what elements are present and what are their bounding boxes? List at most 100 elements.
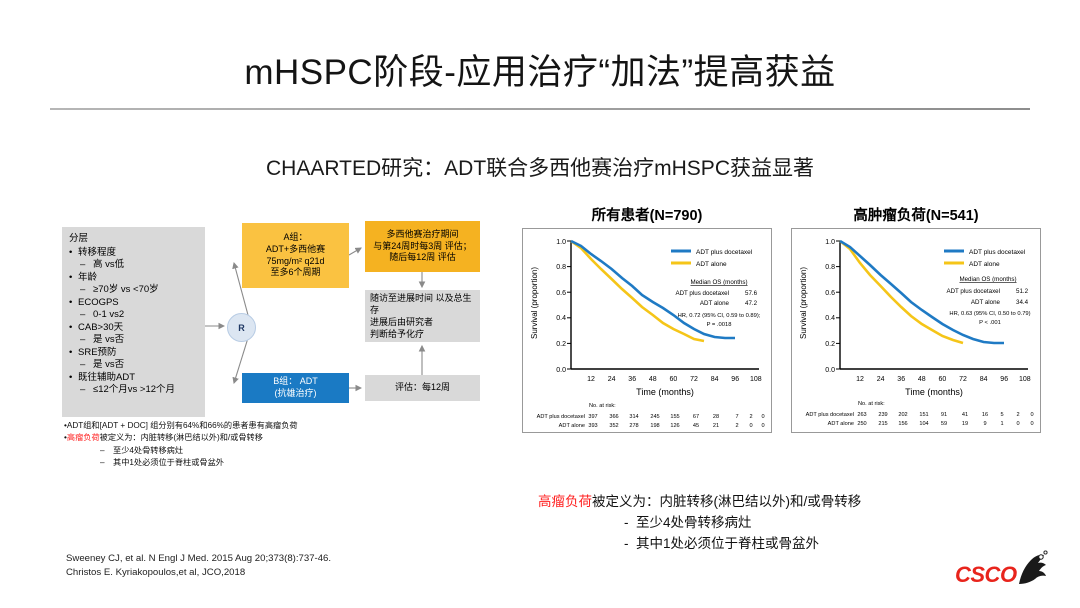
svg-text:0.0: 0.0 xyxy=(556,367,566,374)
definition-line-2: - 至少4处骨转移病灶 xyxy=(624,514,752,530)
svg-text:0.6: 0.6 xyxy=(556,290,566,297)
chart-2-ylabel: Survival (proportion) xyxy=(799,267,808,339)
svg-text:ADT alone: ADT alone xyxy=(700,300,730,307)
svg-text:84: 84 xyxy=(980,376,988,383)
svg-text:2: 2 xyxy=(749,414,752,420)
svg-text:215: 215 xyxy=(878,421,887,427)
svg-text:ADT plus docetaxel: ADT plus docetaxel xyxy=(946,288,1000,295)
svg-text:7: 7 xyxy=(735,414,738,420)
evaluation-box: 评估：每12周 xyxy=(365,375,480,401)
svg-text:155: 155 xyxy=(670,414,679,420)
list-item: – ≤12个月vs >12个月 xyxy=(80,384,176,396)
chart-1-legend-1: ADT alone xyxy=(696,261,727,268)
svg-text:0: 0 xyxy=(761,423,764,429)
page-subtitle: CHAARTED研究：ADT联合多西他赛治疗mHSPC获益显著 xyxy=(266,157,814,180)
definition-line-1: 高瘤负荷被定义为：内脏转移(淋巴结以外)和/或骨转移 xyxy=(538,494,862,509)
stratification-box: 分层 • 转移程度 – 高 vs低 • 年龄 – ≥70岁 vs <70岁 • ECOGP… xyxy=(62,227,205,417)
chart-2-xlabel: Time (months) xyxy=(905,387,963,397)
chart-1-title: 所有患者(N=790) xyxy=(591,208,703,224)
svg-text:47.2: 47.2 xyxy=(745,300,758,307)
list-item: • 既往辅助ADT xyxy=(69,371,136,383)
svg-text:397: 397 xyxy=(588,414,597,420)
chart-2-pvalue: P < .001 xyxy=(979,320,1001,326)
svg-text:1: 1 xyxy=(1000,421,1003,427)
svg-text:96: 96 xyxy=(1000,376,1008,383)
svg-text:72: 72 xyxy=(959,376,967,383)
svg-text:366: 366 xyxy=(609,414,618,420)
chart-1-xlabel: Time (months) xyxy=(636,387,694,397)
svg-text:0.2: 0.2 xyxy=(556,341,566,348)
svg-text:ADT plus docetaxel: ADT plus docetaxel xyxy=(537,414,585,420)
svg-text:12: 12 xyxy=(856,376,864,383)
chart-2-legend-1: ADT alone xyxy=(969,261,1000,268)
svg-text:ADT alone: ADT alone xyxy=(559,423,585,429)
svg-text:24: 24 xyxy=(608,376,616,383)
chart-2-plot: 1.0 0.8 0.6 0.4 0.2 0.0 Survival (propor… xyxy=(799,239,1034,427)
high-volume-definition: 高瘤负荷被定义为：内脏转移(淋巴结以外)和/或骨转移 - 至少4处骨转移病灶 -其… xyxy=(538,492,968,555)
svg-text:0.4: 0.4 xyxy=(825,315,835,322)
svg-text:108: 108 xyxy=(1019,376,1031,383)
svg-text:104: 104 xyxy=(919,421,928,427)
svg-text:108: 108 xyxy=(750,376,762,383)
svg-text:156: 156 xyxy=(898,421,907,427)
reference-line-1: Sweeney CJ, et al. N Engl J Med. 2015 Au… xyxy=(66,553,332,564)
chart-1-stats-header: Median OS (months) xyxy=(690,279,747,286)
svg-text:352: 352 xyxy=(609,423,618,429)
svg-text:1.0: 1.0 xyxy=(556,239,566,246)
svg-text:96: 96 xyxy=(731,376,739,383)
svg-text:0: 0 xyxy=(1016,421,1019,427)
svg-text:2: 2 xyxy=(735,423,738,429)
svg-text:51.2: 51.2 xyxy=(1016,288,1029,295)
km-curve-all-patients: 1.0 0.8 0.6 0.4 0.2 0.0 Survival (propor… xyxy=(522,228,772,433)
csco-logo-text: CSCO xyxy=(955,562,1017,587)
svg-text:19: 19 xyxy=(962,421,968,427)
chart-1-risk-label: No. at risk: xyxy=(589,403,616,409)
chart-1-ylabel: Survival (proportion) xyxy=(530,267,539,339)
svg-text:0.2: 0.2 xyxy=(825,341,835,348)
high-volume-term: 高瘤负荷 xyxy=(66,433,100,443)
svg-text:ADT plus docetaxel: ADT plus docetaxel xyxy=(675,290,729,297)
chart-2-title: 高肿瘤负荷(N=541) xyxy=(853,208,979,224)
svg-text:0: 0 xyxy=(1030,421,1033,427)
randomization-node: R xyxy=(227,313,256,342)
arm-b-box: B组： ADT (抗雄治疗) xyxy=(242,373,349,403)
svg-text:0: 0 xyxy=(749,423,752,429)
csco-logo: CSCO xyxy=(955,548,1050,590)
svg-text:9: 9 xyxy=(983,421,986,427)
svg-text:126: 126 xyxy=(670,423,679,429)
page-title: mHSPC阶段-应用治疗“加法”提高获益 xyxy=(244,53,836,92)
svg-text:34.4: 34.4 xyxy=(1016,299,1029,306)
svg-text:12: 12 xyxy=(587,376,595,383)
csco-emblem-icon xyxy=(1019,550,1048,584)
svg-text:48: 48 xyxy=(918,376,926,383)
footnote-line-4: – 其中1处必须位于脊柱或骨盆外 xyxy=(100,457,224,467)
svg-text:ADT alone: ADT alone xyxy=(971,299,1001,306)
list-item: • ECOGPS xyxy=(69,296,119,308)
svg-text:36: 36 xyxy=(897,376,905,383)
chart-1-pvalue: P = .0018 xyxy=(707,322,732,328)
svg-text:250: 250 xyxy=(857,421,866,427)
svg-text:60: 60 xyxy=(670,376,678,383)
svg-text:ADT plus docetaxel: ADT plus docetaxel xyxy=(806,412,854,418)
chart-2-stats-header: Median OS (months) xyxy=(959,276,1016,283)
svg-text:0.0: 0.0 xyxy=(825,367,835,374)
svg-text:245: 245 xyxy=(650,414,659,420)
list-item: – ≥70岁 vs <70岁 xyxy=(80,284,159,296)
list-item: – 高 vs低 xyxy=(80,259,125,271)
svg-text:91: 91 xyxy=(941,412,947,418)
svg-text:5: 5 xyxy=(1000,412,1003,418)
svg-text:0.8: 0.8 xyxy=(556,264,566,271)
svg-text:48: 48 xyxy=(649,376,657,383)
svg-text:314: 314 xyxy=(629,414,638,420)
chart-1-legend-0: ADT plus docetaxel xyxy=(696,249,753,256)
list-item: – 是 vs否 xyxy=(80,334,125,346)
svg-text:0.8: 0.8 xyxy=(825,264,835,271)
references: Sweeney CJ, et al. N Engl J Med. 2015 Au… xyxy=(66,552,331,580)
svg-text:1.0: 1.0 xyxy=(825,239,835,246)
flow-connectors xyxy=(205,247,426,392)
definition-line-3: - 其中1处必须位于脊柱或骨盆外 xyxy=(624,535,820,551)
svg-text:0.6: 0.6 xyxy=(825,290,835,297)
svg-text:41: 41 xyxy=(962,412,968,418)
svg-text:21: 21 xyxy=(713,423,719,429)
